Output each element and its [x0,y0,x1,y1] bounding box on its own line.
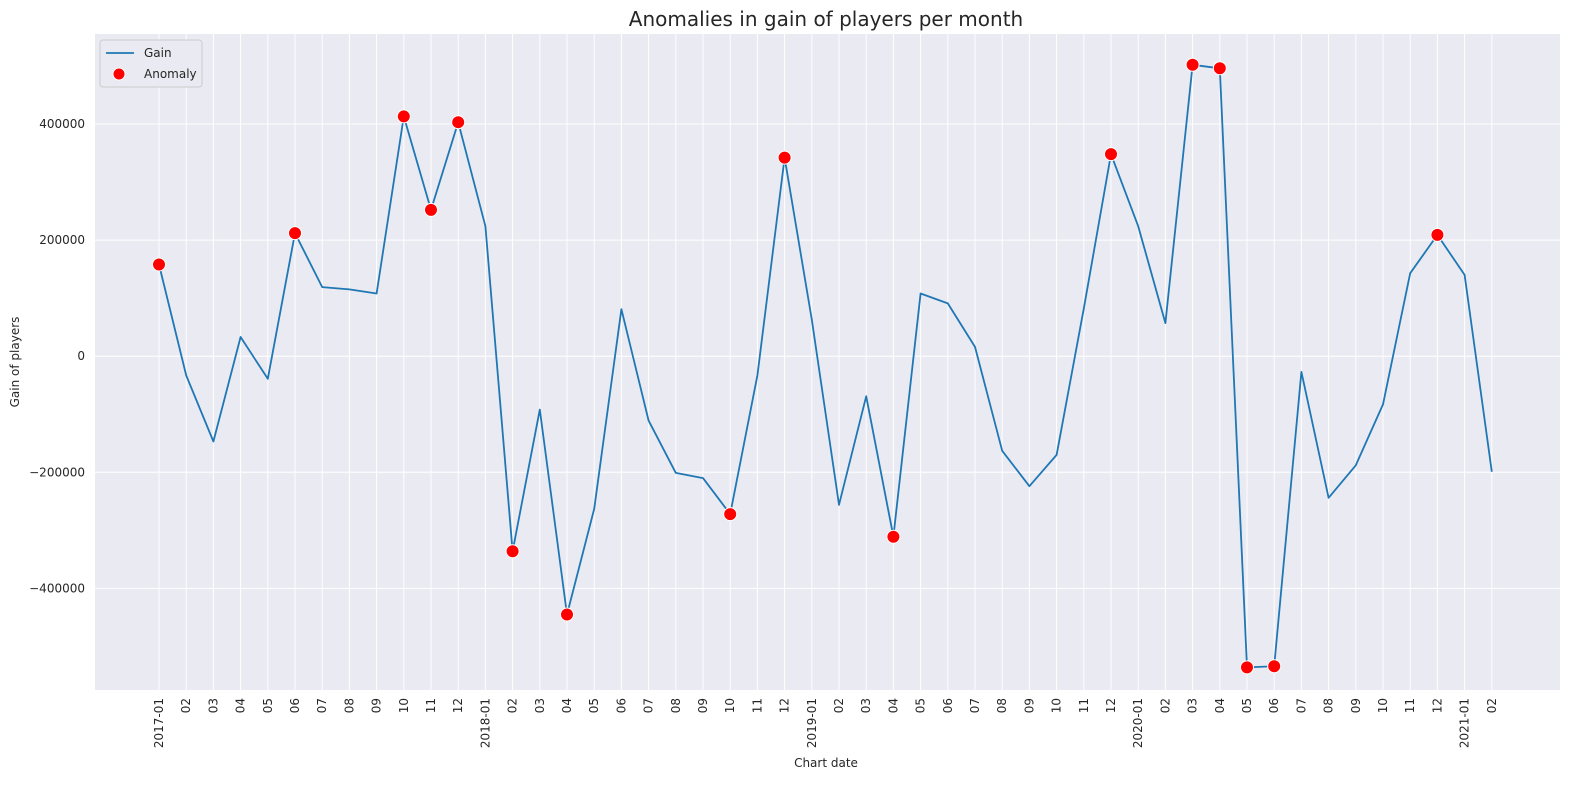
x-tick-label: 04 [1213,698,1227,713]
y-tick-label: −200000 [29,465,85,479]
anomaly-point [777,150,792,165]
x-tick-label: 03 [533,698,547,713]
x-tick-label: 10 [1050,698,1064,713]
x-tick-label: 12 [1430,698,1444,713]
anomaly-point [723,507,738,522]
x-tick-label: 06 [1267,698,1281,713]
anomaly-point [886,529,901,544]
legend-box [99,39,203,88]
x-tick-label: 03 [859,698,873,713]
x-tick-label: 02 [179,698,193,713]
x-tick-label: 05 [587,698,601,713]
x-tick-label: 05 [1240,698,1254,713]
anomaly-point [1430,227,1445,242]
anomaly-point [288,226,302,241]
x-tick-label: 11 [424,698,438,713]
anomaly-point [1240,660,1254,675]
x-tick-label: 06 [614,698,628,713]
legend-anomaly-label: Anomaly [144,67,197,81]
x-tick-label: 07 [1294,698,1308,713]
x-tick-label: 05 [261,698,275,713]
x-tick-label: 06 [941,698,955,713]
x-tick-label: 04 [234,698,248,713]
x-tick-label: 10 [397,698,411,713]
y-tick-label: −400000 [29,581,85,595]
x-tick-label: 03 [1186,698,1200,713]
x-tick-label: 06 [288,698,302,713]
x-tick-label: 04 [886,698,900,713]
x-tick-label: 12 [1104,698,1118,713]
y-axis-label: Gain of players [8,317,22,408]
y-tick-label: 0 [77,349,85,363]
x-tick-label: 12 [778,698,792,713]
x-tick-label: 02 [506,698,520,713]
x-tick-label: 10 [723,698,737,713]
x-tick-label: 2017-01 [152,698,166,748]
legend-gain-label: Gain [144,46,172,60]
x-tick-label: 02 [1158,698,1172,713]
y-tick-label: 400000 [39,117,85,131]
x-tick-label: 2021-01 [1458,698,1472,748]
anomaly-point [1104,147,1118,162]
x-tick-label: 09 [696,698,710,713]
anomaly-point [396,109,411,124]
x-tick-label: 07 [315,698,329,713]
x-tick-label: 2019-01 [805,698,819,748]
grid-lines [95,34,1560,690]
anomaly-point [1212,61,1227,76]
legend-anomaly-swatch [112,67,126,81]
anomaly-points-series [152,57,1445,675]
x-tick-label: 08 [669,698,683,713]
x-tick-label: 09 [370,698,384,713]
x-tick-label: 2018-01 [478,698,492,748]
anomaly-point [152,257,166,272]
x-tick-label: 05 [914,698,928,713]
x-tick-label: 02 [1485,698,1499,713]
x-tick-label: 2020-01 [1131,698,1145,748]
x-tick-label: 04 [560,698,574,713]
x-tick-label: 02 [832,698,846,713]
x-tick-label: 11 [1403,698,1417,713]
x-axis-label: Chart date [794,756,858,770]
x-tick-label: 08 [995,698,1009,713]
x-tick-label: 11 [1077,698,1091,713]
x-tick-label: 08 [342,698,356,713]
anomaly-point [505,544,520,559]
y-tick-label: 200000 [39,233,85,247]
x-tick-label: 10 [1376,698,1390,713]
legend: Gain Anomaly [99,39,203,88]
x-axis-ticks: 2017-01 02 03 04 05 06 07 08 09 10 11 12 2018-01 02 03… [152,698,1499,748]
anomaly-point [1185,57,1200,72]
x-tick-label: 11 [750,698,764,713]
x-tick-label: 12 [451,698,465,713]
x-tick-label: 07 [968,698,982,713]
plot-area [95,34,1560,690]
x-tick-label: 09 [1022,698,1036,713]
y-axis-ticks: −400000 −200000 0 200000 400000 [29,117,85,595]
x-tick-label: 09 [1349,698,1363,713]
anomaly-point [560,607,574,622]
chart-title: Anomalies in gain of players per month [629,7,1023,31]
anomaly-point [424,202,438,217]
anomaly-point [451,115,466,130]
anomaly-point [1267,659,1282,674]
x-tick-label: 03 [206,698,220,713]
x-tick-label: 08 [1322,698,1336,713]
x-tick-label: 07 [642,698,656,713]
